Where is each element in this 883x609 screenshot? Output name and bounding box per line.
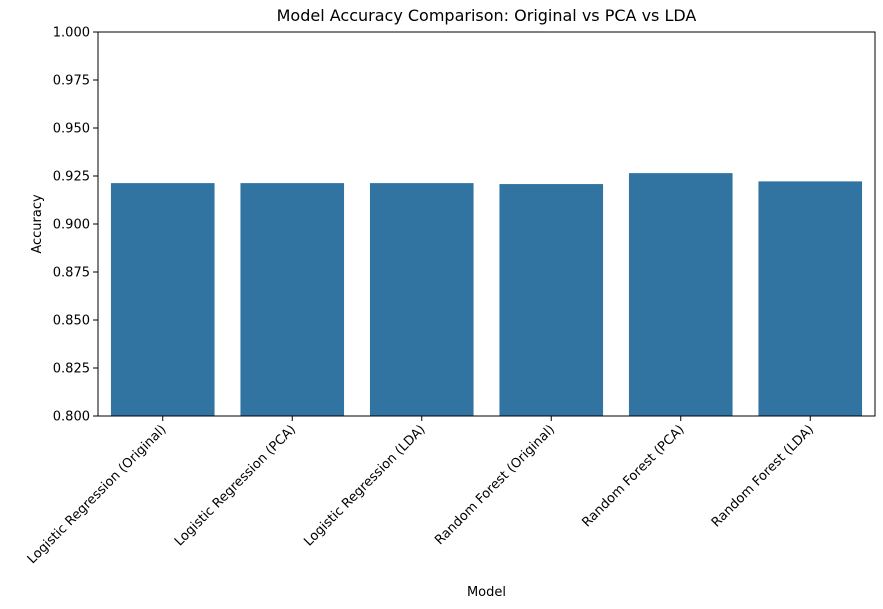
x-tick-label-0: Logistic Regression (Original) [25, 422, 170, 567]
bars-group [110, 173, 863, 416]
y-tick-label-0: 0.800 [53, 410, 90, 425]
bar-1 [240, 183, 345, 416]
x-tick-label-3: Random Forest (Original) [432, 422, 558, 548]
bar-2 [369, 183, 474, 416]
y-tick-label-4: 0.900 [53, 218, 90, 233]
y-tick-label-8: 1.000 [53, 26, 90, 41]
y-tick-label-7: 0.975 [53, 74, 90, 89]
chart-title: Model Accuracy Comparison: Original vs P… [277, 6, 697, 25]
plot-frame [97, 31, 876, 417]
x-tick-label-1: Logistic Regression (PCA) [172, 422, 299, 549]
bar-0 [110, 183, 215, 416]
y-ticks-group: 0.800 0.825 0.850 0.875 0.900 0.925 0.950 0.975… [53, 26, 98, 425]
y-tick-label-5: 0.925 [53, 170, 90, 185]
x-axis-label: Model [467, 585, 506, 600]
x-tick-label-2: Logistic Regression (LDA) [301, 422, 428, 549]
bar-5 [758, 181, 863, 416]
x-ticks-group: Logistic Regression (Original) Logistic R… [25, 416, 817, 567]
y-tick-label-3: 0.875 [53, 266, 90, 281]
x-tick-label-5: Random Forest (LDA) [709, 422, 817, 530]
x-tick-label-4: Random Forest (PCA) [579, 422, 687, 530]
bar-4 [628, 173, 733, 416]
y-tick-label-1: 0.825 [53, 362, 90, 377]
y-tick-label-2: 0.850 [53, 314, 90, 329]
y-axis-label: Accuracy [30, 194, 45, 254]
y-tick-label-6: 0.950 [53, 122, 90, 137]
bar-3 [499, 184, 604, 416]
